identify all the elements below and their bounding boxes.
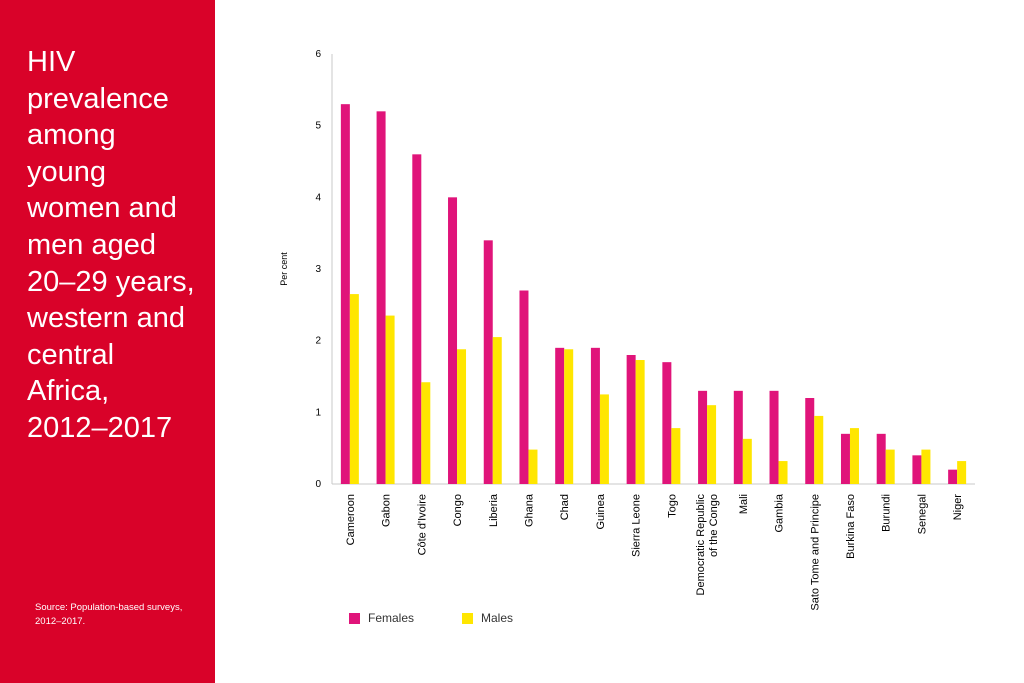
bar-females-chad [555,347,565,484]
bar-males-senegal [921,449,931,484]
y-tick-label: 6 [315,49,321,60]
bar-females-senegal [912,455,922,484]
y-axis-label: Per cent [279,252,289,286]
bar-females-niger [948,469,958,484]
bar-females-cote-d-ivoire [412,154,422,485]
legend-label-females: Females [368,611,415,625]
x-tick-label: Gambia [774,493,786,532]
x-tick-label: Guinea [595,493,607,529]
legend-item-males: Males [462,611,513,625]
bar-males-togo [671,428,681,484]
bar-females-gambia [769,390,779,484]
x-tick-label: Côte d'Ivoire [416,494,428,555]
bar-males-cameroon [349,294,359,484]
x-tick-label: Senegal [916,494,928,534]
legend-label-males: Males [481,611,514,625]
bar-males-gambia [778,461,788,484]
bar-females-democratic-republic-of-the-congo [698,390,708,484]
x-tick-label: Ghana [523,493,535,527]
bar-females-gabon [376,111,386,484]
legend-swatch-males [462,612,473,624]
bar-females-mali [733,390,743,484]
bar-males-sato-tome-and-principe [814,415,824,484]
bar-females-ghana [519,290,529,484]
x-tick-label: Burundi [881,494,893,532]
bar-males-mali [742,438,752,484]
x-tick-label: Togo [666,494,678,518]
x-tick-label: Chad [559,494,571,520]
y-tick-label: 4 [315,192,321,203]
x-tick-label-line: of the Congo [708,494,720,557]
bar-males-chad [564,349,574,484]
legend-item-females: Females [349,611,414,625]
bar-females-guinea [590,347,600,484]
bar-females-sato-tome-and-principe [805,398,815,484]
bar-males-burundi [885,449,895,484]
bar-females-burundi [876,433,886,484]
y-tick-label: 2 [315,336,321,347]
bar-males-gabon [385,315,395,484]
x-tick-label: Congo [452,494,464,526]
bar-females-liberia [483,240,493,484]
bar-males-burkina-faso [849,428,859,484]
bar-females-congo [448,197,458,485]
source-note: Source: Population-based surveys, 2012–2… [35,602,183,627]
y-tick-label: 5 [315,121,321,132]
x-tick-label: Cameroon [345,494,357,545]
bar-females-cameroon [340,104,350,485]
x-tick-label: Sato Tome and Principe [809,494,821,611]
x-tick-label: Sierra Leone [631,494,643,557]
bar-males-guinea [599,394,609,484]
legend-swatch-females [349,612,360,624]
bar-males-sierra-leone [635,360,645,484]
bar-males-congo [457,349,467,484]
bar-females-burkina-faso [840,433,850,484]
x-tick-label: Democratic Republicof the Congo [695,494,720,596]
bar-males-ghana [528,449,538,484]
bar-females-sierra-leone [626,355,636,484]
y-tick-label: 3 [315,264,321,275]
x-tick-label: Burkina Faso [845,494,857,559]
bar-males-cote-d-ivoire [421,382,431,484]
y-tick-label: 0 [315,479,321,490]
y-tick-label: 1 [315,407,321,418]
sidebar-panel: HIV prevalence among young women and men… [0,0,215,683]
bar-males-liberia [492,337,502,484]
bar-males-democratic-republic-of-the-congo [707,405,717,484]
bar-males-niger [957,461,967,484]
x-tick-label-line: Democratic Republic [695,494,707,596]
x-tick-label: Gabon [381,494,393,527]
x-tick-label: Niger [952,494,964,521]
page-title: HIV prevalence among young women and men… [27,46,195,444]
bar-females-togo [662,362,672,484]
x-tick-label: Liberia [488,493,500,527]
x-tick-label: Mali [738,494,750,514]
